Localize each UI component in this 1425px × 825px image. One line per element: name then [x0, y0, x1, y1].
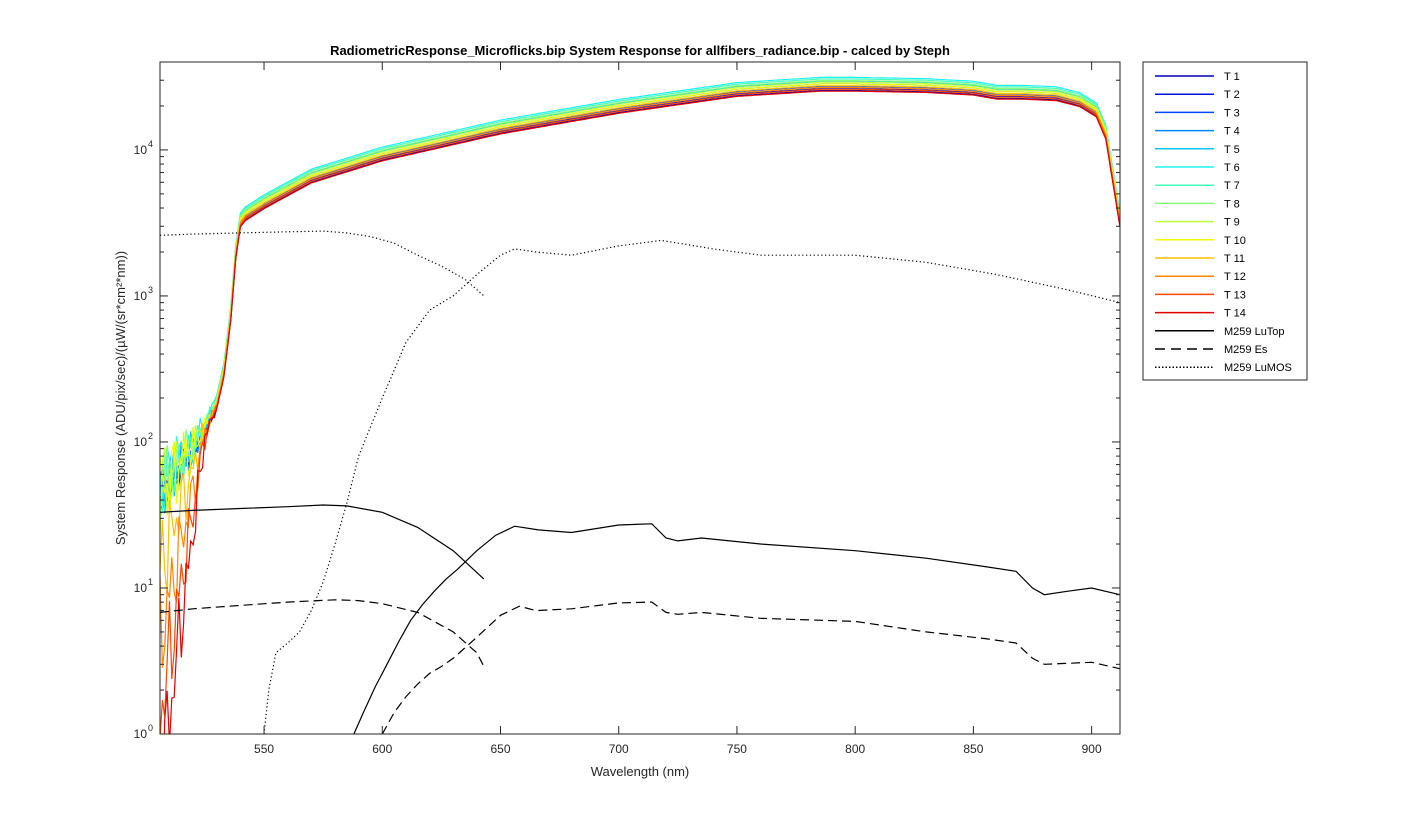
series-line-m259-es-part-1	[160, 599, 485, 667]
series-line-m259-lutop-part-1	[160, 504, 485, 580]
series-line-t-12	[160, 86, 1120, 668]
legend-label-m259-es: M259 Es	[1224, 344, 1268, 356]
series-line-t-9	[160, 81, 1120, 536]
legend-label-t-1: T 1	[1224, 71, 1240, 83]
x-tick-label: 650	[490, 742, 510, 756]
series-line-t-7	[160, 78, 1120, 518]
series-line-t-13	[160, 88, 1120, 734]
x-tick-label: 900	[1082, 742, 1102, 756]
legend-label-t-2: T 2	[1224, 89, 1240, 101]
series-line-t-8	[160, 80, 1120, 506]
legend-label-t-12: T 12	[1224, 271, 1246, 283]
x-ticks: 550 600 650 700 750 800 850 900	[254, 62, 1102, 756]
y-tick-label: 10	[134, 727, 148, 741]
legend-label-t-9: T 9	[1224, 217, 1240, 229]
series-line-m259-lumos-part-2	[263, 239, 1120, 734]
legend-label-t-7: T 7	[1224, 180, 1240, 192]
y-tick-label: 10	[134, 143, 148, 157]
legend-label-t-8: T 8	[1224, 198, 1240, 210]
y-tick-exponent: 0	[148, 723, 153, 733]
y-tick-exponent: 1	[148, 577, 153, 587]
legend-label-t-3: T 3	[1224, 107, 1240, 119]
series-line-t-11	[160, 85, 1120, 594]
x-tick-label: 700	[609, 742, 629, 756]
x-tick-label: 850	[963, 742, 983, 756]
y-tick-label: 10	[134, 289, 148, 303]
series-line-t-10	[160, 83, 1120, 514]
legend-label-m259-lumos: M259 LuMOS	[1224, 362, 1292, 374]
x-tick-label: 800	[845, 742, 865, 756]
series-line-m259-lumos-part-1	[160, 230, 485, 297]
legend-label-t-14: T 14	[1224, 308, 1246, 320]
series-line-t-14	[163, 90, 1120, 734]
legend-label-t-5: T 5	[1224, 144, 1240, 156]
legend-label-t-4: T 4	[1224, 126, 1240, 138]
x-axis-label: Wavelength (nm)	[591, 764, 690, 779]
y-tick-exponent: 2	[148, 431, 153, 441]
y-tick-exponent: 3	[148, 285, 153, 295]
series-layer	[160, 76, 1120, 734]
y-tick-label: 10	[134, 581, 148, 595]
legend: T 1 T 2 T 3 T 4 T 5 T 6 T 7 T 8 T 9 T 10 T 11 T 12 T…	[1142, 61, 1308, 381]
legend-label-t-6: T 6	[1224, 162, 1240, 174]
legend-items: T 1 T 2 T 3 T 4 T 5 T 6 T 7 T 8 T 9 T 10 T 11 T 12 T…	[1155, 71, 1292, 374]
y-tick-label: 10	[134, 435, 148, 449]
series-line-m259-lutop-part-2	[353, 523, 1120, 734]
legend-label-t-10: T 10	[1224, 235, 1246, 247]
legend-label-t-11: T 11	[1224, 253, 1245, 265]
y-axis-label: System Response (ADU/pix/sec)/(µW/(sr*cm…	[113, 251, 128, 545]
legend-label-t-13: T 13	[1224, 289, 1246, 301]
chart-title: RadiometricResponse_Microflicks.bip Syst…	[330, 43, 950, 58]
series-line-m259-es-part-2	[381, 601, 1120, 734]
plot-background	[160, 62, 1120, 734]
x-tick-label: 600	[372, 742, 392, 756]
x-tick-label: 550	[254, 742, 274, 756]
series-line-t-6	[160, 76, 1120, 511]
legend-label-m259-lutop: M259 LuTop	[1224, 326, 1285, 338]
x-tick-label: 750	[727, 742, 747, 756]
y-tick-exponent: 4	[148, 139, 153, 149]
